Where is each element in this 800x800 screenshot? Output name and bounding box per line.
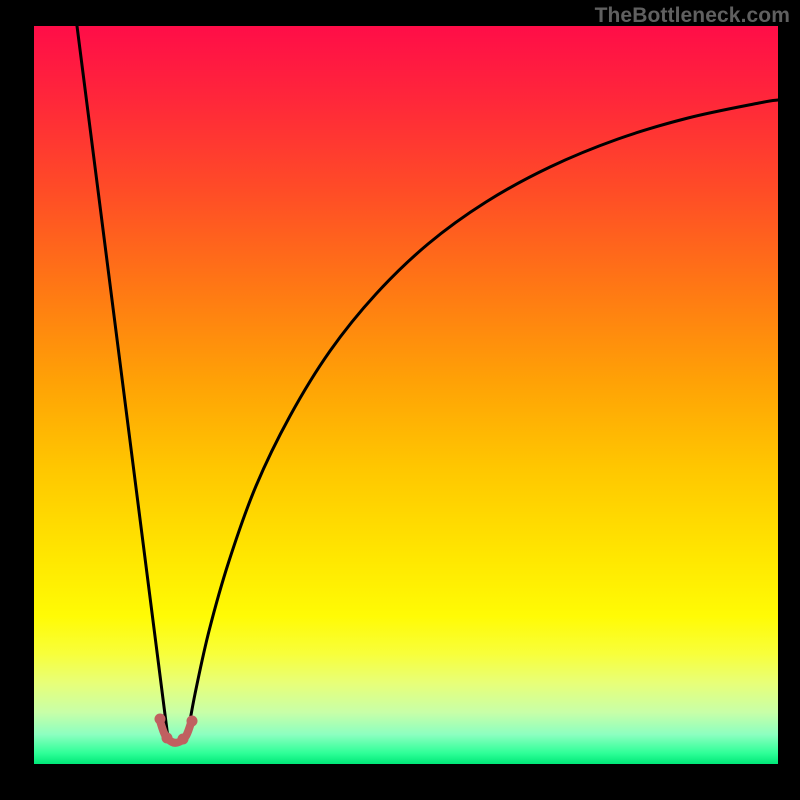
gradient-background	[34, 26, 778, 764]
valley-dot	[178, 734, 189, 745]
valley-dot	[155, 714, 166, 725]
valley-dot	[162, 733, 173, 744]
valley-dot	[187, 716, 198, 727]
bottleneck-chart	[34, 26, 778, 764]
chart-svg	[34, 26, 778, 764]
page-root: TheBottleneck.com	[0, 0, 800, 800]
watermark-text: TheBottleneck.com	[595, 4, 790, 28]
